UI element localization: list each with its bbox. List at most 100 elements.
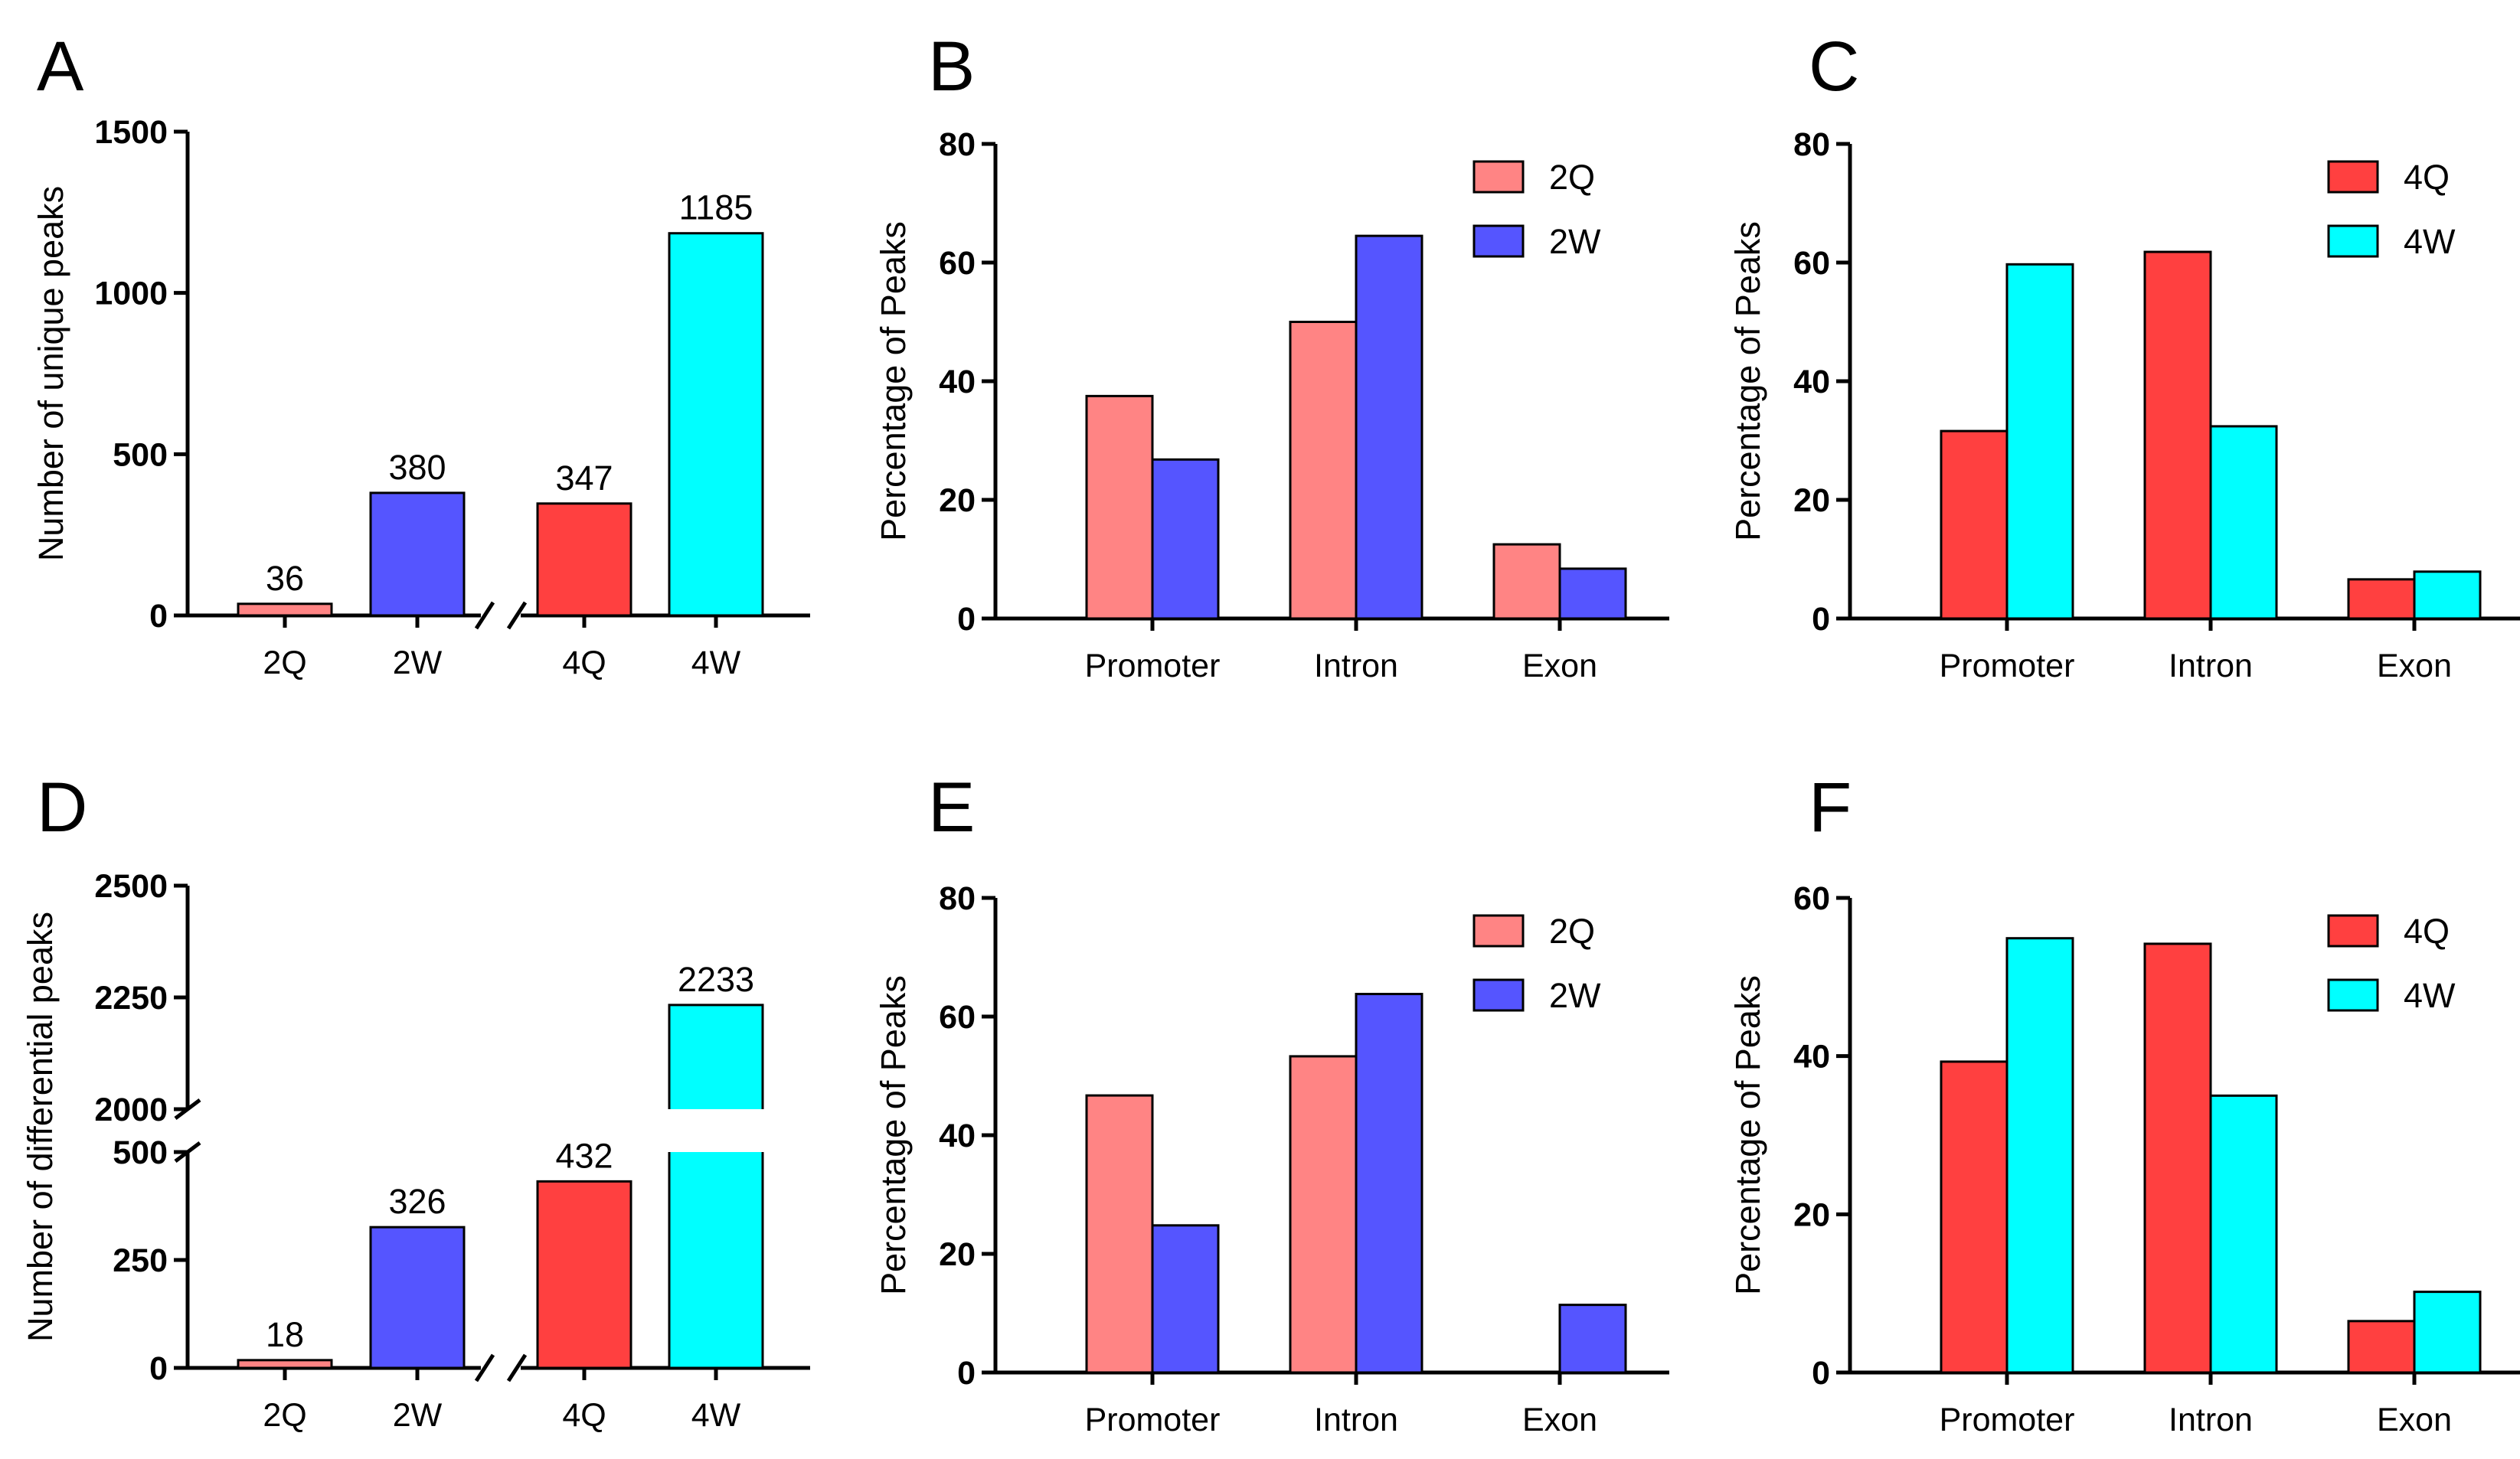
y-tick-label: 2000 [94, 1092, 168, 1128]
y-tick-label: 1000 [94, 276, 168, 312]
bar [237, 1359, 333, 1369]
y-tick-label: 20 [1793, 482, 1830, 519]
bar [1558, 1304, 1627, 1374]
x-axis-break-mark [506, 601, 528, 630]
legend-swatch [1472, 978, 1525, 1012]
x-axis-break-mark [506, 1353, 528, 1382]
x-tick-label: 4W [691, 1397, 741, 1434]
bar [2143, 250, 2212, 620]
y-tick-label: 80 [939, 880, 976, 917]
bar [1940, 429, 2008, 620]
bar-upper-segment [669, 1004, 763, 1109]
panel-label-d: D [37, 769, 87, 847]
x-tick-label: Intron [1314, 648, 1398, 684]
bar [536, 502, 632, 617]
bar [1355, 993, 1423, 1374]
legend-label: 4W [2404, 976, 2456, 1015]
y-tick-label: 20 [939, 482, 976, 519]
legend-swatch [2327, 160, 2379, 194]
y-axis-title: Percentage of Peaks [1728, 221, 1767, 541]
x-tick-label: Exon [2377, 648, 2452, 684]
bar-value-label: 347 [555, 459, 613, 498]
legend-swatch [1472, 224, 1525, 258]
bar-value-label: 1185 [679, 188, 753, 227]
x-tick-label: 2Q [263, 645, 306, 681]
panel-label-f: F [1809, 769, 1852, 847]
x-tick-label: Intron [2169, 648, 2253, 684]
y-tick-label: 0 [149, 1350, 168, 1387]
bar [1492, 543, 1561, 620]
y-tick-label: 80 [939, 126, 976, 163]
bar [536, 1180, 632, 1369]
y-tick-label: 60 [1793, 880, 1830, 917]
panel-f-percentage-chart: F 0 20 40 60 Percentage of Peaks Promoter Intr… [1728, 769, 2520, 1438]
y-tick-label: 40 [1793, 1039, 1830, 1075]
bar-value-label: 18 [266, 1315, 304, 1354]
legend-label: 4W [2404, 222, 2456, 261]
y-tick-label: 40 [939, 364, 976, 400]
panel-d-differential-peaks-chart: D 0 250 500 2000 2250 2500 Number of different… [21, 769, 810, 1434]
legend-swatch [2327, 224, 2379, 258]
y-tick-label: 2250 [94, 980, 168, 1017]
bar-value-label: 326 [388, 1182, 446, 1221]
y-axis-title: Number of unique peaks [31, 186, 70, 561]
bar-value-label: 2233 [678, 960, 754, 999]
y-axis-title: Percentage of Peaks [874, 975, 913, 1295]
y-tick-label: 60 [939, 245, 976, 282]
x-tick-label: Exon [1522, 1402, 1597, 1438]
x-tick-label: Promoter [1085, 648, 1221, 684]
bar [1151, 458, 1220, 620]
x-tick-label: 2Q [263, 1397, 306, 1434]
bar [668, 232, 764, 617]
y-tick-label: 0 [1812, 601, 1830, 638]
y-tick-label: 1500 [94, 114, 168, 151]
bar [1151, 1224, 1220, 1374]
legend-label: 2Q [1549, 158, 1595, 197]
bar [369, 491, 466, 617]
x-tick-label: Exon [2377, 1402, 2452, 1438]
bar [2413, 570, 2482, 620]
x-tick-label: Promoter [1940, 1402, 2075, 1438]
y-tick-label: 500 [113, 436, 168, 473]
bar [1940, 1060, 2008, 1374]
x-tick-label: Promoter [1940, 648, 2075, 684]
legend-label: 2W [1549, 222, 1601, 261]
bar-lower-segment [669, 1152, 763, 1368]
legend-swatch [1472, 914, 1525, 948]
legend-label: 2W [1549, 976, 1601, 1015]
y-axis-title: Percentage of Peaks [1728, 975, 1767, 1295]
y-tick-label: 60 [939, 999, 976, 1036]
x-axis-break-mark [474, 601, 495, 630]
x-tick-label: Exon [1522, 648, 1597, 684]
panel-label-a: A [37, 28, 84, 106]
bar [1558, 567, 1627, 620]
y-tick-label: 80 [1793, 126, 1830, 163]
x-tick-label: 2W [393, 1397, 443, 1434]
bar-upper-outline [668, 1004, 764, 1109]
legend-label: 4Q [2404, 158, 2450, 197]
panel-label-e: E [928, 769, 975, 847]
bar [2005, 263, 2074, 620]
x-tick-label: 2W [393, 645, 443, 681]
legend-swatch [2327, 914, 2379, 948]
legend-swatch [2327, 978, 2379, 1012]
bar [1355, 234, 1423, 620]
bar [2413, 1291, 2482, 1374]
panel-b-percentage-chart: B 0 20 40 60 80 Percentage of Peaks Promoter In… [874, 28, 1669, 684]
legend-label: 4Q [2404, 912, 2450, 951]
panel-c-percentage-chart: C 0 20 40 60 80 Percentage of Peaks Promoter In… [1728, 28, 2520, 684]
panel-label-b: B [928, 28, 975, 106]
bar [1289, 1055, 1358, 1374]
bar-value-label: 36 [266, 559, 304, 598]
y-tick-label: 40 [1793, 364, 1830, 400]
legend-label: 2Q [1549, 912, 1595, 951]
y-tick-label: 20 [939, 1236, 976, 1273]
legend-swatch [1472, 160, 1525, 194]
bar [2209, 425, 2278, 620]
bar [1289, 321, 1358, 620]
x-tick-label: Intron [1314, 1402, 1398, 1438]
bar-value-label: 380 [388, 448, 446, 487]
y-tick-label: 250 [113, 1242, 168, 1279]
y-tick-label: 20 [1793, 1196, 1830, 1233]
